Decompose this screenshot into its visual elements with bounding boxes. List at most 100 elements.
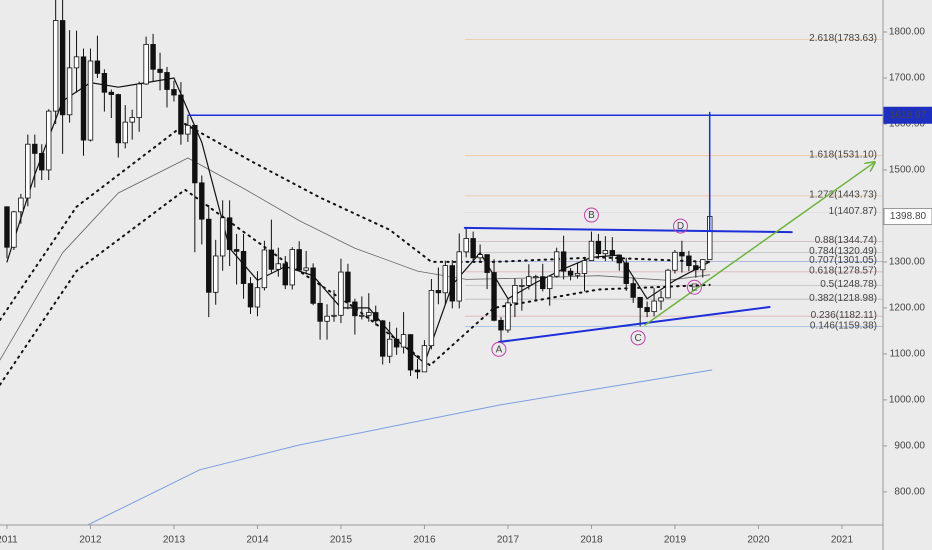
candle-body	[553, 251, 560, 277]
x-tick-label: 2012	[79, 535, 102, 546]
candle-body	[672, 251, 678, 271]
wave-label: E	[691, 282, 698, 293]
candle-body	[11, 211, 17, 248]
x-tick-label: 2016	[413, 535, 436, 546]
wave-label: A	[496, 344, 503, 355]
candle-body	[303, 267, 309, 271]
y-tick-label: 1500.00	[889, 165, 926, 176]
candle-body	[164, 72, 170, 90]
fib-label: 0.618(1278.57)	[809, 265, 877, 276]
y-tick-label: 1700.00	[889, 73, 926, 84]
candle-body	[240, 250, 247, 284]
wave-marker	[583, 207, 599, 223]
axes: 800.00 900.00 1000.00 1100.00 1200.00 1300.00…	[0, 27, 932, 546]
indicator-line	[0, 157, 711, 361]
x-tick-label: 2017	[497, 535, 520, 546]
candle-body	[567, 270, 574, 276]
candle-body	[498, 319, 504, 331]
candle-body	[630, 283, 636, 298]
candle-body	[338, 271, 344, 316]
x-tick-label: 2011	[0, 535, 18, 546]
candle-body	[324, 315, 330, 322]
fib-label: 0.236(1182.11)	[811, 310, 877, 321]
candle-body	[421, 345, 428, 373]
candle-body	[18, 197, 24, 213]
candle-body	[122, 121, 128, 144]
y-tick-label: 900.00	[894, 441, 925, 452]
candle-body	[400, 334, 407, 348]
candle-body	[540, 276, 546, 290]
candle-body	[226, 217, 233, 250]
candle-body	[219, 217, 226, 257]
candle-body	[143, 44, 149, 85]
trend-line	[463, 226, 793, 234]
candle-body	[268, 249, 275, 270]
candle-body	[512, 285, 518, 304]
x-tick-label: 2020	[747, 535, 770, 546]
wave-label: C	[634, 333, 641, 344]
fib-label: 0.707(1301.05)	[809, 255, 877, 266]
fib-label: 2.618(1783.63)	[809, 33, 877, 44]
candle-body	[213, 255, 219, 293]
x-tick-label: 2013	[163, 535, 186, 546]
candle-body	[665, 269, 671, 299]
candle-body	[456, 251, 462, 302]
candle-body	[331, 314, 337, 317]
candle-body	[623, 262, 629, 284]
candle-body	[261, 249, 268, 289]
candle-body	[700, 259, 706, 271]
candle-body	[233, 249, 240, 252]
fib-label: 1.618(1531.10)	[809, 149, 877, 160]
y-tick-label: 1800.00	[889, 27, 926, 38]
candle-body	[533, 276, 539, 279]
candle-body	[80, 56, 87, 141]
candle-body	[560, 251, 567, 272]
candle-body	[101, 72, 108, 93]
candle-body	[693, 265, 699, 271]
candle-body	[87, 60, 94, 141]
candle-body	[386, 338, 393, 357]
wave-marker	[630, 330, 646, 346]
candle-body	[428, 290, 435, 347]
x-tick-label: 2019	[664, 535, 687, 546]
fib-label: 0.382(1218.98)	[809, 293, 877, 304]
price-badge	[883, 208, 932, 226]
candle-body	[247, 283, 254, 308]
candle-body	[658, 297, 664, 302]
y-tick-label: 800.00	[894, 487, 925, 498]
fib-label: 0.5(1248.78)	[820, 279, 877, 290]
plot-area: 2.618(1783.63) 1.618(1531.10) 1.272(1443.7…	[0, 0, 883, 525]
indicator-line	[87, 369, 713, 525]
price-badge-label: 1398.80	[890, 211, 927, 222]
wave-label: B	[588, 210, 595, 221]
candle-body	[679, 251, 685, 257]
candle-body	[463, 238, 469, 253]
wave-marker	[491, 341, 507, 357]
x-tick-label: 2014	[246, 535, 269, 546]
fib-label: 0.88(1344.74)	[815, 235, 877, 246]
candle-body	[178, 94, 184, 135]
candle-body	[477, 254, 483, 259]
candle-body	[206, 218, 212, 293]
candle-body	[380, 320, 386, 357]
candle-body	[254, 287, 261, 308]
candle-body	[651, 300, 657, 313]
trend-line	[497, 306, 771, 343]
candle-body	[192, 124, 198, 184]
y-tick-label: 1200.00	[889, 303, 926, 314]
candle-body	[310, 267, 316, 304]
candle-body	[345, 271, 351, 303]
candle-body	[484, 254, 490, 273]
fib-label: 0.146(1159.38)	[810, 320, 877, 331]
candle-body	[39, 153, 45, 171]
candle-body	[595, 240, 602, 255]
candle-body	[282, 263, 288, 286]
candle-body	[686, 255, 692, 267]
candle-body	[115, 94, 121, 144]
candle-body	[275, 263, 282, 270]
price-badge-label: 1618.97	[890, 110, 927, 121]
candle-body	[581, 260, 588, 274]
candle-body	[73, 56, 80, 69]
